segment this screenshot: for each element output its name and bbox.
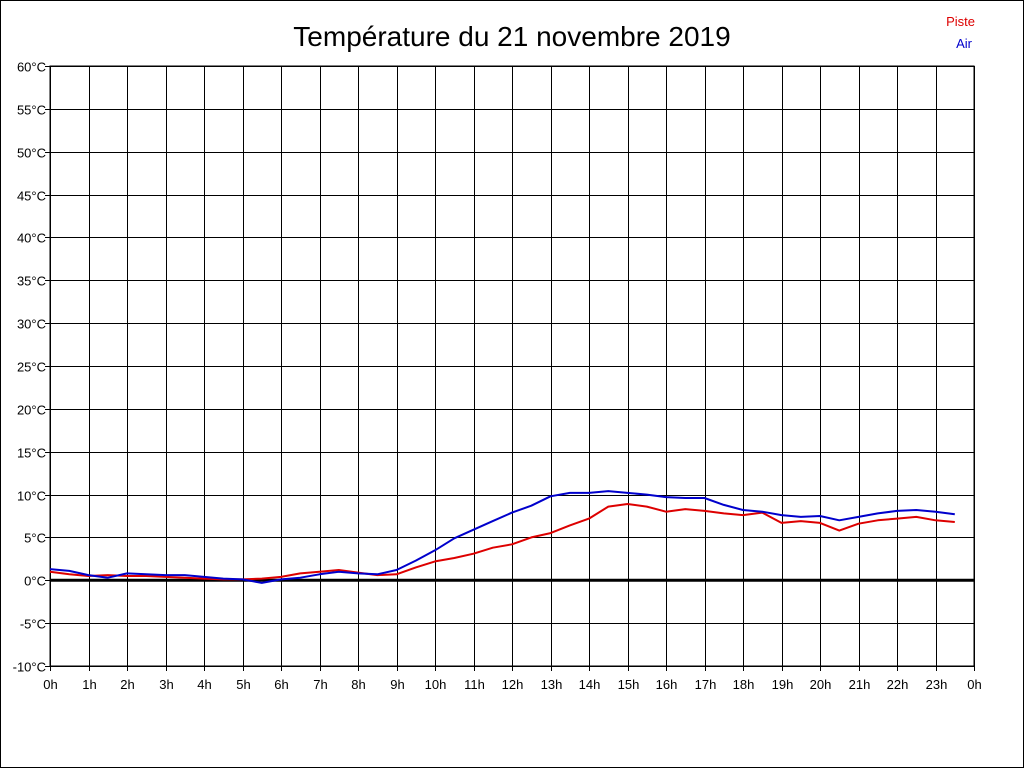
- y-tick-label: 45°C: [17, 189, 46, 204]
- x-tick-label: 20h: [810, 677, 832, 692]
- series-line-piste: [49, 503, 955, 581]
- x-tick-label: 6h: [274, 677, 288, 692]
- x-tick-label: 4h: [197, 677, 211, 692]
- series-layer: [49, 490, 955, 584]
- y-tick-label: -10°C: [13, 660, 46, 675]
- axis-labels: 0h 1h 2h 3h 4h 5h 6h 7h 8h 9h 10h 11h 12h 13h 14h 15h 16…: [13, 60, 982, 693]
- x-tick-label: 9h: [390, 677, 404, 692]
- x-tick-label: 18h: [733, 677, 755, 692]
- x-tick-label: 0h: [43, 677, 57, 692]
- x-tick-label: 10h: [425, 677, 447, 692]
- x-tick-label: 2h: [120, 677, 134, 692]
- x-tick-label: 23h: [926, 677, 948, 692]
- x-tick-label: 13h: [541, 677, 563, 692]
- chart-title: Température du 21 novembre 2019: [293, 21, 730, 52]
- x-tick-label: 21h: [849, 677, 871, 692]
- y-tick-label: 25°C: [17, 360, 46, 375]
- y-tick-label: 60°C: [17, 60, 46, 75]
- y-tick-label: 20°C: [17, 403, 46, 418]
- x-tick-label: 16h: [656, 677, 678, 692]
- x-tick-label: 22h: [887, 677, 909, 692]
- y-tick-label: 0°C: [24, 574, 46, 589]
- y-tick-label: 50°C: [17, 146, 46, 161]
- y-tick-label: 35°C: [17, 274, 46, 289]
- x-tick-label: 0h: [967, 677, 981, 692]
- y-tick-label: 10°C: [17, 489, 46, 504]
- y-tick-label: 30°C: [17, 317, 46, 332]
- x-tick-label: 5h: [236, 677, 250, 692]
- series-line-air: [49, 490, 955, 584]
- grid: [45, 65, 975, 671]
- y-tick-label: 5°C: [24, 531, 46, 546]
- x-tick-label: 14h: [579, 677, 601, 692]
- x-tick-label: 1h: [82, 677, 96, 692]
- x-tick-label: 15h: [618, 677, 640, 692]
- x-tick-label: 3h: [159, 677, 173, 692]
- legend-air: Air: [956, 36, 973, 51]
- x-tick-label: 17h: [695, 677, 717, 692]
- x-tick-label: 11h: [464, 677, 485, 692]
- x-tick-label: 7h: [313, 677, 327, 692]
- y-tick-label: 40°C: [17, 231, 46, 246]
- x-tick-label: 19h: [772, 677, 794, 692]
- x-tick-label: 12h: [502, 677, 524, 692]
- y-tick-label: -5°C: [20, 617, 46, 632]
- y-tick-label: 15°C: [17, 446, 46, 461]
- x-tick-label: 8h: [351, 677, 365, 692]
- legend-piste: Piste: [946, 14, 975, 29]
- y-tick-label: 55°C: [17, 103, 46, 118]
